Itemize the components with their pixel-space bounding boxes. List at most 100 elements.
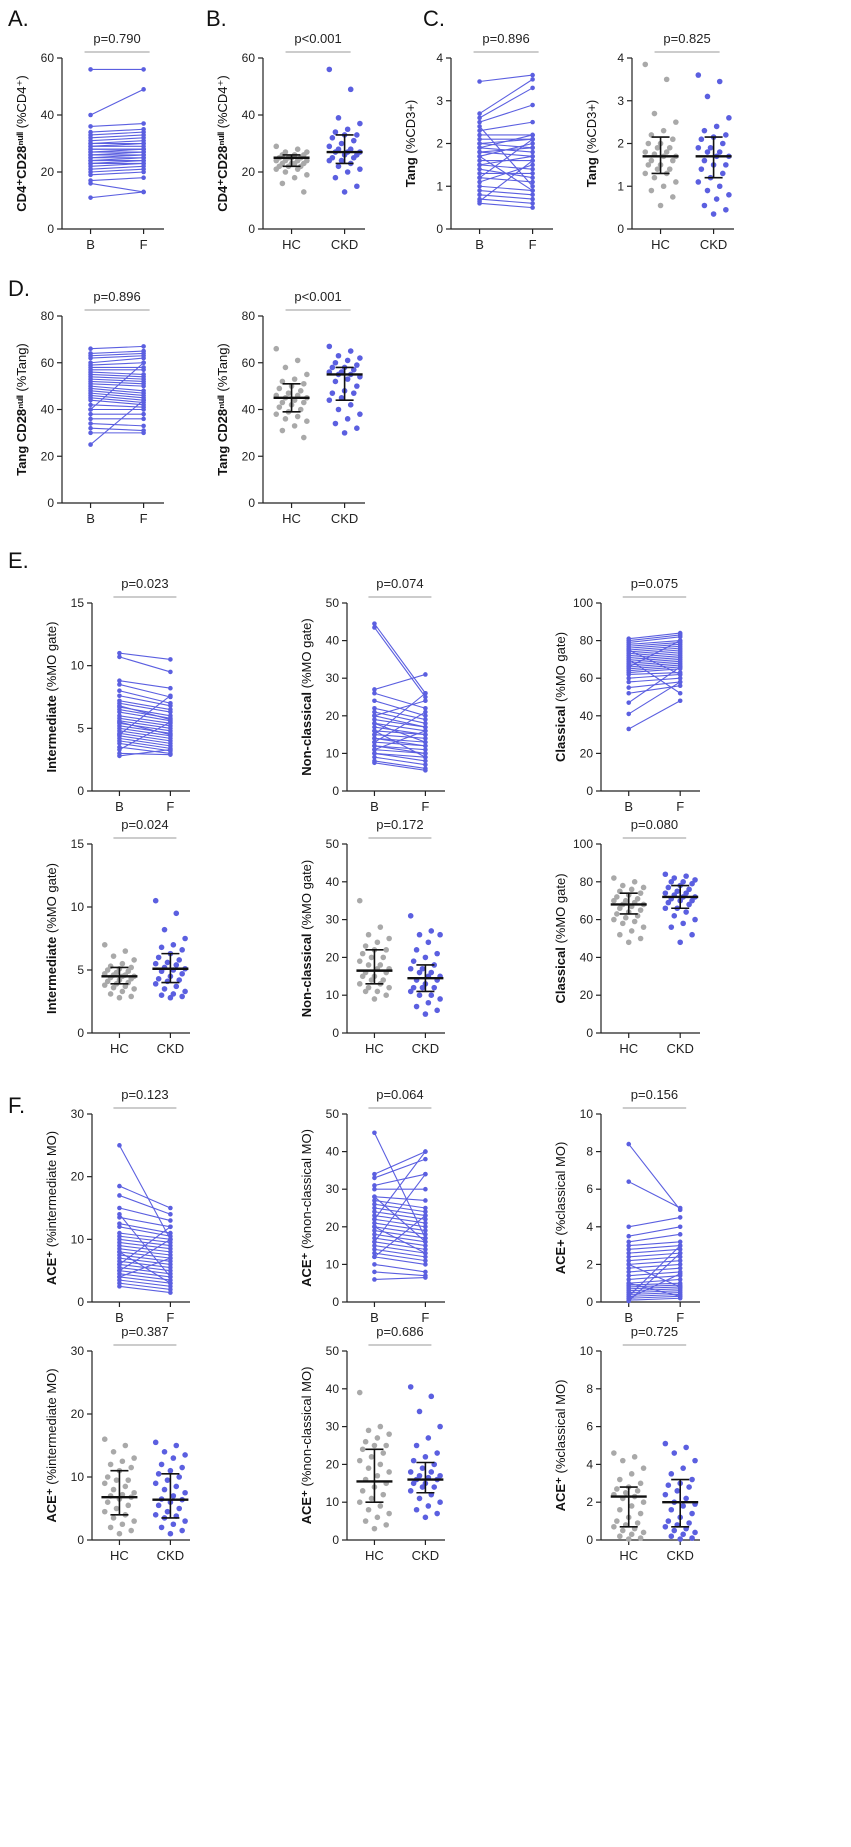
pair-line: [374, 1226, 426, 1235]
point-followup: [423, 709, 428, 715]
pair-line: [90, 345, 144, 350]
point-hc: [122, 983, 129, 990]
point-ckd: [182, 935, 188, 942]
y-tick-label: 10: [326, 1495, 340, 1509]
point-hc: [611, 875, 617, 881]
point-ckd: [416, 1472, 423, 1479]
point-baseline: [372, 1262, 377, 1267]
pair-line: [628, 658, 681, 694]
point-ckd: [428, 1469, 435, 1475]
point-baseline: [372, 687, 377, 692]
point-ckd: [344, 376, 351, 382]
pair-line: [374, 752, 426, 762]
chart-e6: 0 20 40 60 80 100 HC CKD Classical (%MO gate) p=0…: [553, 817, 700, 1056]
point-hc: [611, 897, 617, 904]
pair-line: [119, 715, 171, 724]
point-followup: [141, 367, 146, 373]
p-value: p=0.686: [376, 1324, 423, 1339]
p-value: p=0.790: [93, 31, 140, 46]
point-hc: [131, 957, 137, 963]
y-tick-label: 10: [326, 746, 340, 760]
pair-line: [479, 155, 533, 166]
point-hc: [368, 1495, 375, 1502]
pair-line: [90, 350, 144, 354]
pair-line: [90, 137, 144, 142]
point-hc: [666, 166, 673, 172]
point-ckd: [410, 1480, 417, 1487]
point-ckd: [164, 1508, 171, 1515]
pair-line: [90, 371, 144, 375]
pair-line: [628, 1278, 681, 1284]
point-baseline: [88, 397, 93, 403]
point-followup: [168, 717, 173, 722]
point-ckd: [155, 1502, 162, 1509]
y-axis-label-main: Tang: [403, 154, 418, 188]
point-ckd: [698, 136, 705, 143]
point-ckd: [344, 126, 351, 133]
point-ckd: [332, 359, 339, 366]
y-tick-label: 60: [41, 356, 55, 370]
y-tick-label: 10: [71, 1232, 85, 1246]
point-hc: [628, 1531, 635, 1538]
point-baseline: [372, 1269, 377, 1275]
pair-line: [119, 1254, 171, 1262]
point-followup: [141, 430, 146, 436]
point-hc: [128, 993, 134, 1000]
y-tick-label: 0: [436, 222, 443, 236]
point-ckd: [434, 1450, 440, 1456]
point-baseline: [372, 760, 377, 766]
y-tick-label: 20: [326, 1457, 340, 1471]
point-ckd: [692, 916, 698, 923]
y-axis-label-main: Intermediate: [44, 933, 59, 1014]
point-followup: [141, 175, 146, 180]
point-followup: [423, 1209, 428, 1215]
point-hc: [356, 1389, 363, 1396]
pair-line: [374, 1230, 426, 1239]
point-ckd: [152, 960, 159, 967]
point-ckd: [332, 378, 339, 385]
chart-f5: 0 10 20 30 40 50 HC CKD ACE⁺ (%non-classical MO)…: [299, 1324, 445, 1563]
point-ckd: [665, 1518, 672, 1524]
point-hc: [377, 962, 384, 968]
point-baseline: [372, 717, 377, 722]
point-followup: [141, 87, 146, 92]
pair-line: [479, 78, 533, 115]
x-tick-label: B: [86, 237, 95, 252]
point-ckd: [407, 988, 414, 995]
point-hc: [301, 399, 307, 406]
point-ckd: [701, 202, 708, 209]
point-ckd: [170, 991, 177, 997]
y-axis-label-unit: (%intermediate MO): [44, 1131, 59, 1247]
point-followup: [530, 201, 535, 206]
point-followup: [168, 703, 173, 709]
point-hc: [377, 1461, 384, 1468]
chart-d2: 0 20 40 60 80 HC CKD Tang CD28ⁿᵘˡˡ (%Tang) p<0.0…: [215, 289, 365, 526]
point-followup: [423, 1198, 428, 1203]
pair-line: [119, 705, 171, 721]
y-axis-label: Intermediate (%MO gate): [44, 622, 59, 773]
point-followup: [677, 683, 683, 689]
point-hc: [122, 948, 129, 954]
point-baseline: [372, 1224, 377, 1230]
point-ckd: [692, 1529, 698, 1536]
pair-line: [119, 717, 171, 727]
y-tick-label: 4: [617, 51, 624, 65]
point-ckd: [326, 343, 333, 350]
point-followup: [141, 344, 146, 349]
point-baseline: [477, 111, 482, 116]
point-followup: [168, 1237, 173, 1242]
pair-line: [90, 352, 144, 357]
y-axis-label-main: ACE⁺: [299, 1249, 314, 1287]
y-tick-label: 1: [436, 179, 443, 193]
y-tick-label: 60: [242, 356, 256, 370]
point-ckd: [161, 1449, 168, 1455]
point-followup: [423, 713, 428, 719]
pair-line: [119, 1245, 171, 1253]
point-ckd: [683, 1444, 689, 1451]
point-hc: [131, 1489, 137, 1496]
point-ckd: [680, 1503, 686, 1509]
point-hc: [356, 958, 363, 964]
pair-line: [374, 756, 426, 766]
point-followup: [677, 675, 683, 681]
point-ckd: [170, 1455, 177, 1461]
